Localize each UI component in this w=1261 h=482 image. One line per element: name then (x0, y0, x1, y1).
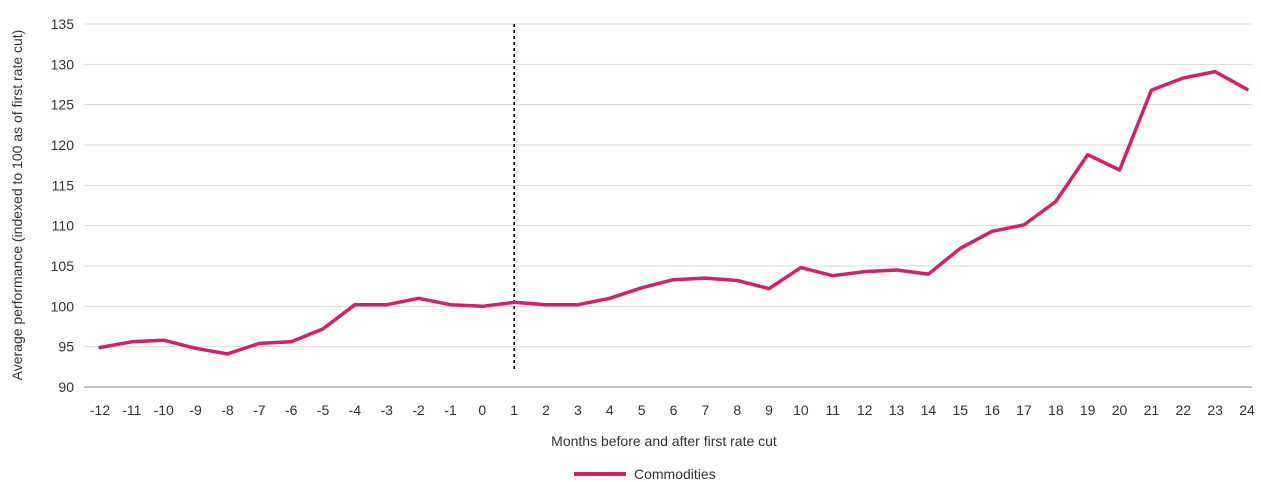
y-axis-ticks: 90 95 100 105 110 115 120 125 130 135 (51, 16, 75, 395)
x-tick-label: -11 (122, 402, 141, 418)
legend: Commodities (574, 466, 716, 482)
x-tick-label: 19 (1080, 402, 1096, 418)
x-tick-label: -5 (317, 402, 330, 418)
y-tick-label: 110 (52, 218, 75, 234)
y-axis-title: Average performance (indexed to 100 as o… (9, 30, 25, 381)
x-tick-label: -6 (285, 402, 298, 418)
y-tick-label: 135 (51, 16, 75, 32)
x-tick-label: 20 (1112, 402, 1128, 418)
y-tick-label: 105 (51, 258, 75, 274)
x-tick-label: 10 (793, 402, 809, 418)
x-axis-ticks: -12 -11 -10 -9 -8 -7 -6 -5 -4 -3 -2 -1 0 1 2 3 4 5 6 7 8 9 10 1… (90, 402, 1255, 418)
legend-label-commodities: Commodities (634, 466, 716, 482)
x-tick-label: 1 (510, 402, 518, 418)
x-tick-label: 7 (701, 402, 709, 418)
x-tick-label: -4 (349, 402, 362, 418)
series-line-commodities (98, 69, 1249, 356)
x-tick-label: 2 (542, 402, 550, 418)
x-tick-label: 22 (1175, 402, 1191, 418)
x-tick-label: 16 (984, 402, 1000, 418)
y-tick-label: 130 (51, 56, 75, 72)
x-tick-label: 14 (921, 402, 937, 418)
x-tick-label: 23 (1207, 402, 1223, 418)
x-tick-label: 21 (1144, 402, 1160, 418)
x-tick-label: 5 (638, 402, 646, 418)
x-tick-label: 13 (889, 402, 905, 418)
x-tick-label: -12 (90, 402, 110, 418)
x-tick-label: 15 (952, 402, 968, 418)
y-tick-label: 125 (51, 97, 75, 113)
x-tick-label: 24 (1239, 402, 1255, 418)
series-group (98, 69, 1249, 356)
x-tick-label: 9 (765, 402, 773, 418)
x-axis-title: Months before and after first rate cut (551, 433, 777, 449)
x-tick-label: -3 (381, 402, 394, 418)
y-tick-label: 95 (58, 339, 74, 355)
x-tick-label: -8 (221, 402, 234, 418)
x-tick-label: 17 (1016, 402, 1032, 418)
y-tick-label: 120 (51, 137, 75, 153)
y-tick-label: 100 (51, 298, 75, 314)
x-tick-label: 12 (857, 402, 873, 418)
x-tick-label: -7 (253, 402, 266, 418)
y-tick-label: 115 (52, 177, 75, 193)
x-tick-label: 6 (670, 402, 678, 418)
x-tick-label: 4 (606, 402, 614, 418)
x-tick-label: -1 (444, 402, 457, 418)
y-tick-label: 90 (58, 379, 74, 395)
x-tick-label: 8 (733, 402, 741, 418)
x-tick-label: -2 (412, 402, 425, 418)
x-tick-label: 0 (478, 402, 486, 418)
x-tick-label: 3 (574, 402, 582, 418)
x-tick-label: -10 (154, 402, 174, 418)
x-tick-label: -9 (189, 402, 202, 418)
grid (84, 23, 1252, 388)
x-tick-label: 11 (826, 402, 841, 418)
x-tick-label: 18 (1048, 402, 1064, 418)
